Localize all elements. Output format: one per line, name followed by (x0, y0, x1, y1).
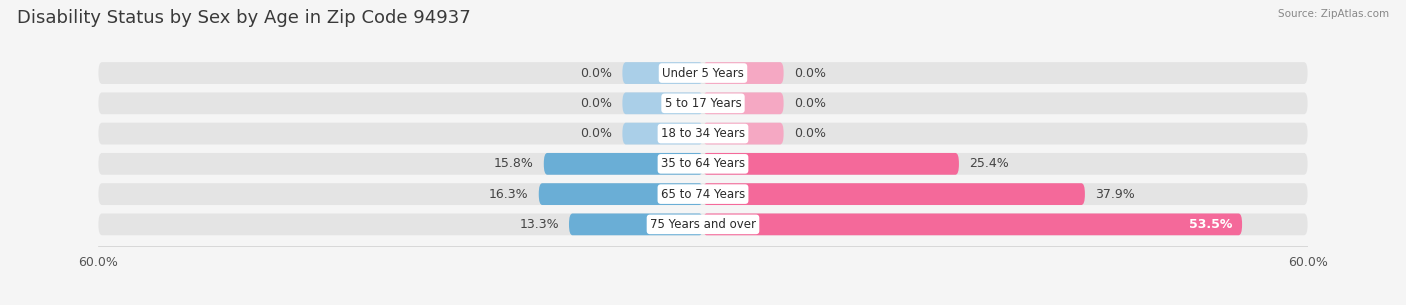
Text: 0.0%: 0.0% (793, 97, 825, 110)
Text: 65 to 74 Years: 65 to 74 Years (661, 188, 745, 201)
FancyBboxPatch shape (544, 153, 703, 175)
FancyBboxPatch shape (98, 123, 1308, 145)
Text: 0.0%: 0.0% (793, 66, 825, 80)
FancyBboxPatch shape (703, 123, 783, 145)
FancyBboxPatch shape (98, 153, 1308, 175)
Text: 0.0%: 0.0% (581, 127, 613, 140)
Text: 35 to 64 Years: 35 to 64 Years (661, 157, 745, 170)
Text: 5 to 17 Years: 5 to 17 Years (665, 97, 741, 110)
FancyBboxPatch shape (703, 153, 959, 175)
FancyBboxPatch shape (98, 92, 1308, 114)
Text: 0.0%: 0.0% (581, 66, 613, 80)
FancyBboxPatch shape (98, 214, 1308, 235)
FancyBboxPatch shape (98, 183, 1308, 205)
Text: 37.9%: 37.9% (1095, 188, 1135, 201)
Text: 16.3%: 16.3% (489, 188, 529, 201)
FancyBboxPatch shape (98, 62, 1308, 84)
FancyBboxPatch shape (703, 92, 783, 114)
Text: Disability Status by Sex by Age in Zip Code 94937: Disability Status by Sex by Age in Zip C… (17, 9, 471, 27)
FancyBboxPatch shape (623, 62, 703, 84)
Text: Source: ZipAtlas.com: Source: ZipAtlas.com (1278, 9, 1389, 19)
Text: 25.4%: 25.4% (969, 157, 1008, 170)
Text: 15.8%: 15.8% (494, 157, 534, 170)
FancyBboxPatch shape (703, 183, 1085, 205)
Text: Under 5 Years: Under 5 Years (662, 66, 744, 80)
Text: 53.5%: 53.5% (1188, 218, 1232, 231)
Text: 18 to 34 Years: 18 to 34 Years (661, 127, 745, 140)
FancyBboxPatch shape (569, 214, 703, 235)
FancyBboxPatch shape (703, 62, 783, 84)
FancyBboxPatch shape (623, 123, 703, 145)
Text: 13.3%: 13.3% (519, 218, 560, 231)
Text: 75 Years and over: 75 Years and over (650, 218, 756, 231)
FancyBboxPatch shape (703, 214, 1241, 235)
FancyBboxPatch shape (623, 92, 703, 114)
Text: 0.0%: 0.0% (793, 127, 825, 140)
Text: 0.0%: 0.0% (581, 97, 613, 110)
FancyBboxPatch shape (538, 183, 703, 205)
